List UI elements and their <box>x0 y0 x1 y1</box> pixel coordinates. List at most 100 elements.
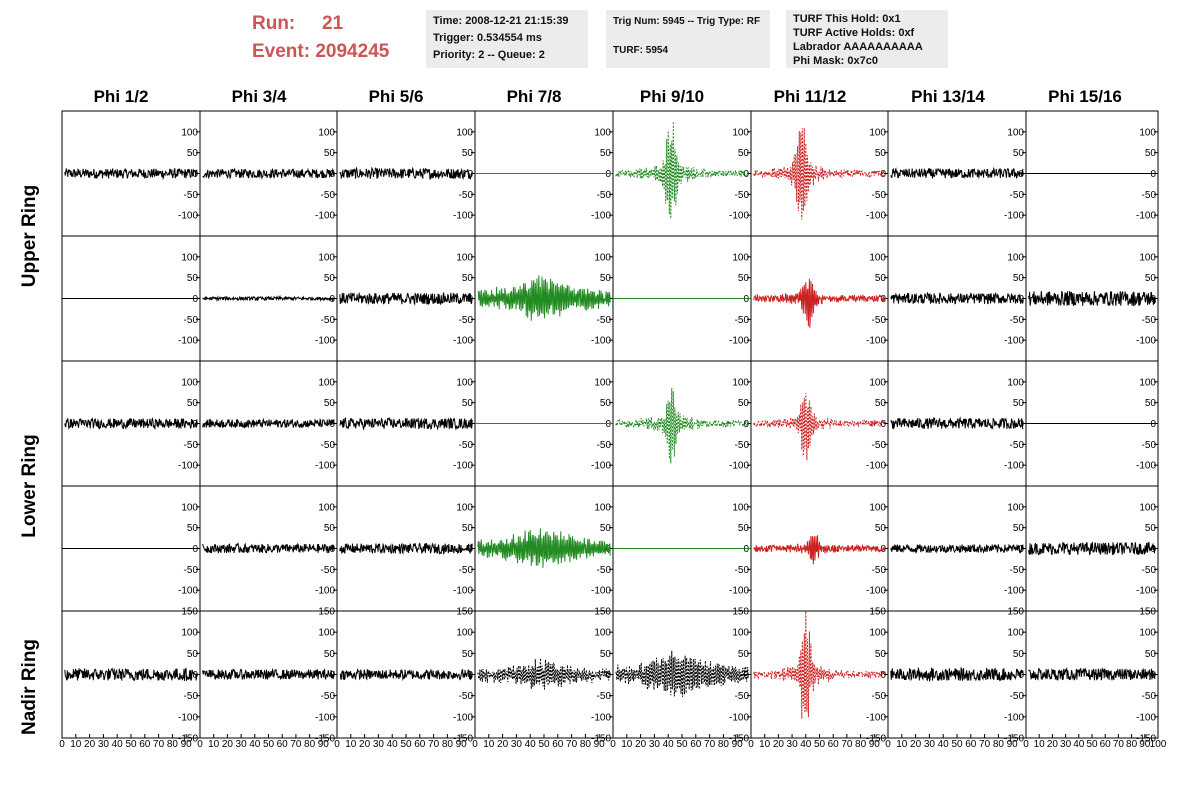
x-tick-label: 30 <box>1060 739 1072 750</box>
y-tick-label: 50 <box>1145 148 1157 159</box>
y-tick-label: 100 <box>732 502 749 513</box>
y-tick-label: 100 <box>456 127 473 138</box>
y-tick-label: -100 <box>178 712 198 723</box>
run-value: 21 <box>322 13 344 34</box>
y-tick-label: 100 <box>1007 127 1024 138</box>
y-tick-label: -50 <box>735 440 750 451</box>
y-tick-label: 100 <box>732 628 749 639</box>
y-tick-label: -100 <box>315 461 335 472</box>
y-tick-label: 100 <box>181 628 198 639</box>
x-tick-label: 20 <box>84 739 96 750</box>
y-tick-label: 0 <box>1018 670 1024 681</box>
x-tick-label: 70 <box>428 739 440 750</box>
y-tick-label: -50 <box>872 565 887 576</box>
x-tick-label: 20 <box>359 739 371 750</box>
y-tick-label: -150 <box>729 734 749 745</box>
y-tick-label: -100 <box>1004 712 1024 723</box>
x-tick-label: 40 <box>387 739 399 750</box>
x-tick-label: 40 <box>800 739 812 750</box>
trig-info-box: Trig Num: 5945 -- Trig Type: RF TURF: 59… <box>606 10 770 68</box>
y-tick-label: -100 <box>1136 712 1156 723</box>
y-tick-label: -50 <box>459 691 474 702</box>
x-tick-label: 10 <box>759 739 771 750</box>
y-tick-label: -150 <box>315 734 335 745</box>
column-header: Phi 11/12 <box>773 87 847 106</box>
x-tick-label: 30 <box>649 739 661 750</box>
column-header: Phi 13/14 <box>911 87 985 106</box>
x-tick-label: 70 <box>979 739 991 750</box>
y-tick-label: 0 <box>467 169 473 180</box>
turf-this-hold-text: TURF This Hold: 0x1 <box>793 13 901 25</box>
waveform-trace <box>339 292 473 306</box>
waveform-trace <box>339 542 473 555</box>
waveform-trace <box>890 666 1024 683</box>
waveform-trace <box>202 542 335 554</box>
y-tick-label: 50 <box>324 148 336 159</box>
event-label: Event: <box>252 41 311 62</box>
y-tick-label: 50 <box>1013 398 1025 409</box>
x-tick-label: 0 <box>472 739 478 750</box>
y-tick-label: 100 <box>456 377 473 388</box>
y-tick-label: -50 <box>321 565 336 576</box>
column-header: Phi 3/4 <box>231 87 287 106</box>
y-tick-label: -50 <box>1142 565 1157 576</box>
x-tick-label: 10 <box>345 739 357 750</box>
y-tick-label: -150 <box>591 734 611 745</box>
y-tick-label: 50 <box>600 398 612 409</box>
y-tick-label: -50 <box>597 691 612 702</box>
x-tick-label: 80 <box>855 739 867 750</box>
column-header: Phi 15/16 <box>1048 87 1122 106</box>
x-tick-label: 40 <box>249 739 261 750</box>
y-tick-label: 50 <box>324 523 336 534</box>
y-tick-label: 50 <box>875 398 887 409</box>
y-tick-label: 50 <box>600 649 612 660</box>
y-tick-label: -100 <box>729 586 749 597</box>
y-tick-label: 0 <box>192 294 198 305</box>
y-tick-label: 50 <box>1145 649 1157 660</box>
y-tick-label: -150 <box>453 734 473 745</box>
waveform-trace <box>339 166 473 181</box>
y-tick-label: 150 <box>1139 607 1156 618</box>
y-tick-label: 50 <box>462 273 474 284</box>
y-tick-label: -100 <box>1136 211 1156 222</box>
y-tick-label: 50 <box>1013 649 1025 660</box>
time-text: Time: 2008-12-21 21:15:39 <box>433 15 569 27</box>
y-tick-label: -50 <box>1142 190 1157 201</box>
y-tick-label: -100 <box>453 336 473 347</box>
x-tick-label: 40 <box>112 739 124 750</box>
y-tick-label: 50 <box>187 649 199 660</box>
y-tick-label: -50 <box>1010 190 1025 201</box>
y-tick-label: -100 <box>729 461 749 472</box>
y-tick-label: -150 <box>866 734 886 745</box>
waveform-trace <box>477 528 611 568</box>
y-tick-label: -100 <box>729 336 749 347</box>
y-tick-label: 100 <box>869 127 886 138</box>
x-tick-label: 10 <box>70 739 82 750</box>
y-tick-label: 50 <box>738 523 750 534</box>
x-tick-label: 30 <box>236 739 248 750</box>
x-tick-label: 90 <box>869 739 881 750</box>
x-tick-label: 70 <box>566 739 578 750</box>
x-tick-label: 100 <box>1150 739 1167 750</box>
waveform-trace <box>615 388 749 464</box>
y-tick-label: -100 <box>591 461 611 472</box>
y-tick-label: -50 <box>321 691 336 702</box>
waveform-grid: 100500-50-100100500-50-100100500-50-1001… <box>59 110 1167 750</box>
y-tick-label: -100 <box>866 461 886 472</box>
labrador-text: Labrador AAAAAAAAAA <box>793 41 923 53</box>
y-tick-label: 50 <box>462 398 474 409</box>
y-tick-label: 100 <box>456 628 473 639</box>
x-tick-label: 90 <box>181 739 193 750</box>
waveform-trace <box>202 295 335 303</box>
waveform-trace <box>202 667 335 681</box>
x-tick-label: 10 <box>621 739 633 750</box>
y-tick-label: 100 <box>1007 628 1024 639</box>
x-tick-label: 30 <box>98 739 110 750</box>
x-tick-label: 60 <box>690 739 702 750</box>
x-tick-label: 80 <box>580 739 592 750</box>
y-tick-label: -50 <box>872 440 887 451</box>
y-tick-label: 50 <box>600 523 612 534</box>
y-tick-label: 50 <box>324 649 336 660</box>
y-tick-label: -100 <box>453 586 473 597</box>
x-tick-label: 20 <box>497 739 509 750</box>
